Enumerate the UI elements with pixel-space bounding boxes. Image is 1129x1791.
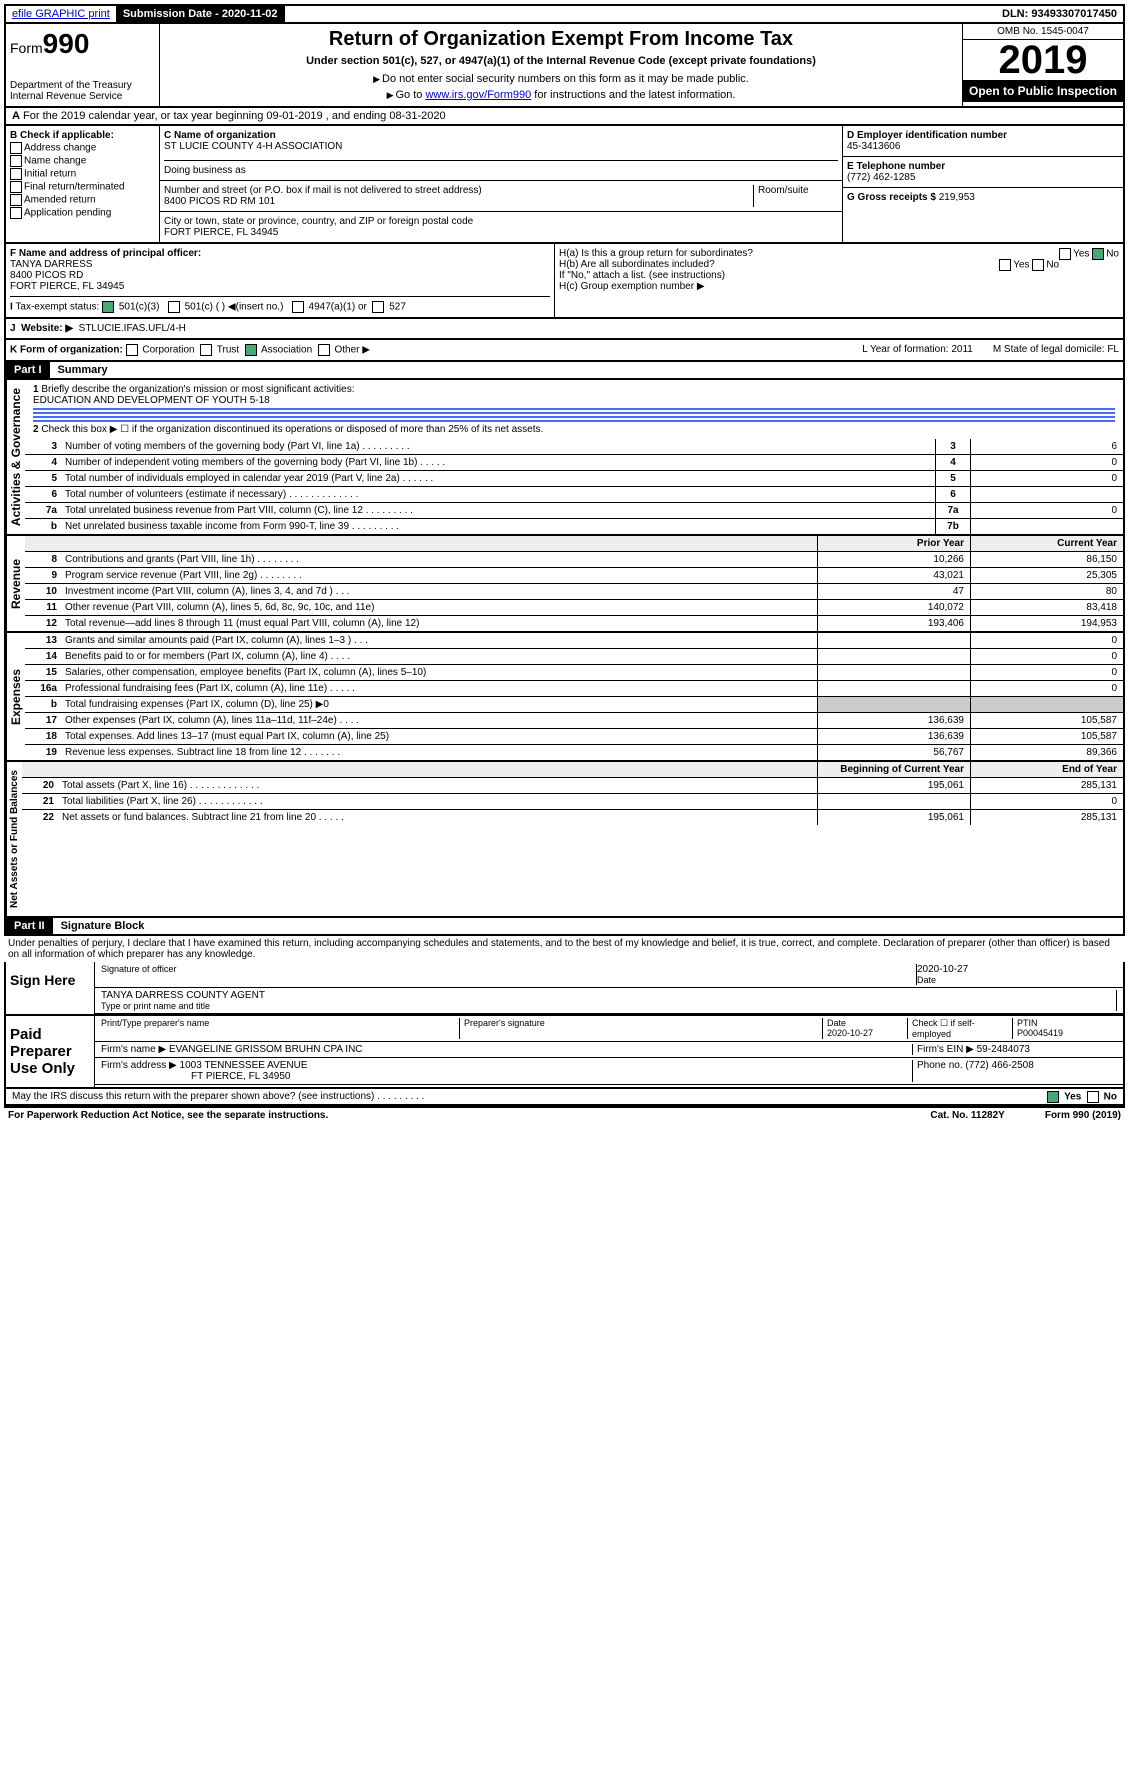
box-c: C Name of organization ST LUCIE COUNTY 4… <box>160 126 842 242</box>
boxes-f-h: F Name and address of principal officer:… <box>4 244 1125 319</box>
note-ssn: Do not enter social security numbers on … <box>382 73 749 85</box>
footer-left: For Paperwork Reduction Act Notice, see … <box>8 1110 328 1121</box>
table-row: 14Benefits paid to or for members (Part … <box>25 649 1123 665</box>
preparer-phone: (772) 466-2508 <box>965 1060 1033 1071</box>
box-d: D Employer identification number 45-3413… <box>843 126 1123 157</box>
ptin: P00045419 <box>1017 1028 1063 1038</box>
governance-section: Activities & Governance 1 Briefly descri… <box>4 380 1125 536</box>
note-goto-pre: Go to <box>395 89 425 101</box>
table-row: bTotal fundraising expenses (Part IX, co… <box>25 697 1123 713</box>
netassets-section: Net Assets or Fund Balances Beginning of… <box>4 762 1125 918</box>
expenses-section: Expenses 13Grants and similar amounts pa… <box>4 633 1125 762</box>
table-row: 20Total assets (Part X, line 16) . . . .… <box>22 778 1123 794</box>
form-subtitle: Under section 501(c), 527, or 4947(a)(1)… <box>164 55 958 67</box>
expenses-label: Expenses <box>6 633 25 760</box>
top-bar: efile GRAPHIC print Submission Date - 20… <box>4 4 1125 24</box>
table-row: 12Total revenue—add lines 8 through 11 (… <box>25 616 1123 631</box>
checkbox-group-no[interactable] <box>1092 248 1104 260</box>
firm-name: EVANGELINE GRISSOM BRUHN CPA INC <box>169 1044 363 1055</box>
table-row: bNet unrelated business taxable income f… <box>25 519 1123 534</box>
year-formation: L Year of formation: 2011 <box>862 344 973 356</box>
table-row: 4Number of independent voting members of… <box>25 455 1123 471</box>
table-row: 16aProfessional fundraising fees (Part I… <box>25 681 1123 697</box>
box-e: E Telephone number (772) 462-1285 <box>843 157 1123 188</box>
submission-date: Submission Date - 2020-11-02 <box>117 6 285 22</box>
org-name: ST LUCIE COUNTY 4-H ASSOCIATION <box>164 141 838 152</box>
table-row: 7aTotal unrelated business revenue from … <box>25 503 1123 519</box>
dept-treasury: Department of the Treasury Internal Reve… <box>10 80 155 102</box>
table-row: 5Total number of individuals employed in… <box>25 471 1123 487</box>
table-row: 8Contributions and grants (Part VIII, li… <box>25 552 1123 568</box>
governance-label: Activities & Governance <box>6 380 25 534</box>
officer-name: TANYA DARRESS COUNTY AGENT <box>101 990 1110 1001</box>
form-title: Return of Organization Exempt From Incom… <box>164 28 958 51</box>
org-city: FORT PIERCE, FL 34945 <box>164 227 838 238</box>
phone: (772) 462-1285 <box>847 172 1119 183</box>
form-number: 990 <box>43 28 90 59</box>
sign-here-label: Sign Here <box>6 962 95 1014</box>
table-row: 9Program service revenue (Part VIII, lin… <box>25 568 1123 584</box>
part2-header: Part II Signature Block <box>4 918 1125 936</box>
footer-form: Form 990 (2019) <box>1045 1110 1121 1121</box>
penalties-text: Under penalties of perjury, I declare th… <box>4 936 1125 962</box>
form-header: Form990 Department of the Treasury Inter… <box>4 24 1125 108</box>
website: STLUCIE.IFAS.UFL/4-H <box>79 323 186 334</box>
table-row: 15Salaries, other compensation, employee… <box>25 665 1123 681</box>
ein: 45-3413606 <box>847 141 1119 152</box>
box-f: F Name and address of principal officer:… <box>6 244 555 317</box>
table-row: 18Total expenses. Add lines 13–17 (must … <box>25 729 1123 745</box>
org-address: 8400 PICOS RD RM 101 <box>164 196 753 207</box>
checkbox-501c3[interactable] <box>102 301 114 313</box>
box-b: B Check if applicable: Address change Na… <box>6 126 160 242</box>
table-row: 6Total number of volunteers (estimate if… <box>25 487 1123 503</box>
revenue-label: Revenue <box>6 536 25 631</box>
box-k: K Form of organization: Corporation Trus… <box>4 340 1125 362</box>
state-domicile: M State of legal domicile: FL <box>993 344 1119 356</box>
paid-preparer-label: Paid Preparer Use Only <box>6 1016 95 1087</box>
open-public-badge: Open to Public Inspection <box>963 80 1123 102</box>
tax-year: 2019 <box>963 40 1123 80</box>
table-row: 21Total liabilities (Part X, line 26) . … <box>22 794 1123 810</box>
box-h: H(a) Is this a group return for subordin… <box>555 244 1123 317</box>
box-j: J Website: ▶ STLUCIE.IFAS.UFL/4-H <box>4 319 1125 340</box>
section-a: A For the 2019 calendar year, or tax yea… <box>4 108 1125 126</box>
checkbox-association[interactable] <box>245 344 257 356</box>
dln: DLN: 93493307017450 <box>996 6 1123 22</box>
firm-ein: 59-2484073 <box>977 1044 1030 1055</box>
footer: For Paperwork Reduction Act Notice, see … <box>4 1106 1125 1123</box>
note-goto-post: for instructions and the latest informat… <box>531 89 735 101</box>
mission-text: EDUCATION AND DEVELOPMENT OF YOUTH 5-18 <box>33 395 270 406</box>
box-g: G Gross receipts $ 219,953 <box>843 188 1123 207</box>
netassets-label: Net Assets or Fund Balances <box>6 762 22 916</box>
gross-receipts: 219,953 <box>939 192 975 203</box>
form-prefix: Form <box>10 40 43 56</box>
checkbox-discuss-yes[interactable] <box>1047 1091 1059 1103</box>
preparer-section: Paid Preparer Use Only Print/Type prepar… <box>4 1016 1125 1089</box>
table-row: 19Revenue less expenses. Subtract line 1… <box>25 745 1123 760</box>
footer-cat: Cat. No. 11282Y <box>930 1110 1004 1121</box>
efile-link[interactable]: efile GRAPHIC print <box>6 6 117 22</box>
revenue-section: Revenue Prior YearCurrent Year 8Contribu… <box>4 536 1125 633</box>
irs-link[interactable]: www.irs.gov/Form990 <box>425 89 531 101</box>
table-row: 13Grants and similar amounts paid (Part … <box>25 633 1123 649</box>
table-row: 22Net assets or fund balances. Subtract … <box>22 810 1123 825</box>
table-row: 17Other expenses (Part IX, column (A), l… <box>25 713 1123 729</box>
table-row: 11Other revenue (Part VIII, column (A), … <box>25 600 1123 616</box>
table-row: 10Investment income (Part VIII, column (… <box>25 584 1123 600</box>
signature-section: Sign Here Signature of officer 2020-10-2… <box>4 962 1125 1016</box>
discuss-row: May the IRS discuss this return with the… <box>4 1089 1125 1106</box>
part1-header: Part I Summary <box>4 362 1125 380</box>
boxes-b-to-g: B Check if applicable: Address change Na… <box>4 126 1125 244</box>
table-row: 3Number of voting members of the governi… <box>25 439 1123 455</box>
